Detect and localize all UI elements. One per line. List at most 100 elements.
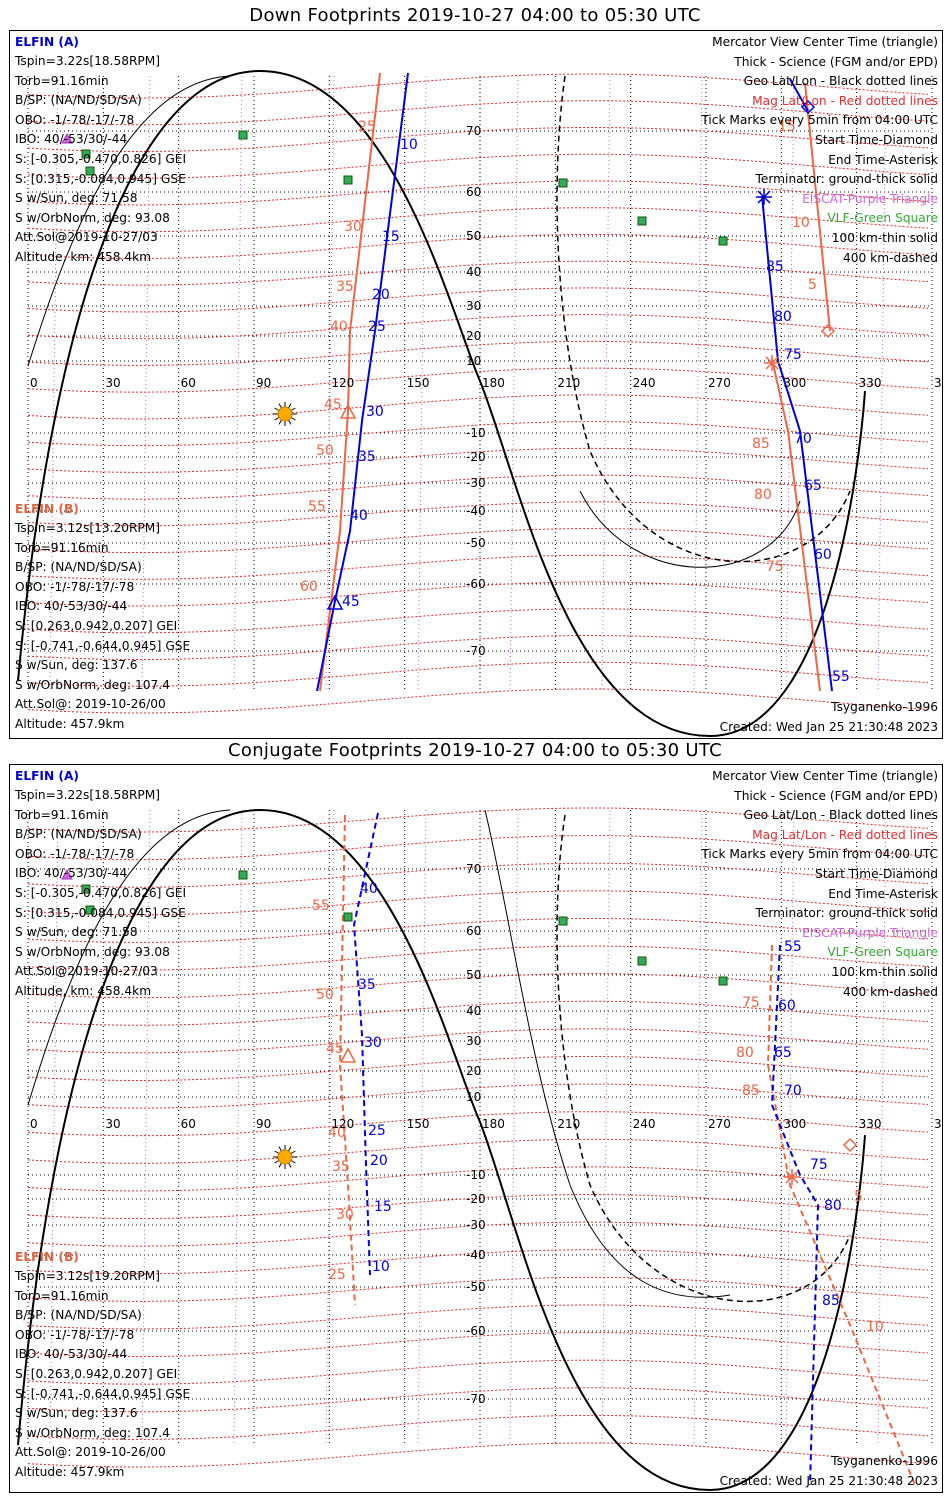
- track-time-label: 45: [342, 594, 360, 610]
- down-footprints-panel: 25 10 30 15 35 20 40 25 45 30 50 35 55 40 60 45 5 10 15 55 6…: [9, 30, 943, 739]
- info-line: S w/Sun, deg: 71.58: [15, 191, 138, 206]
- vlf-station-square: [558, 916, 568, 926]
- track-time-label: 20: [372, 287, 390, 303]
- track-time-label: 25: [358, 119, 376, 135]
- info-line: Altitude, km: 458.4km: [15, 984, 152, 998]
- center-time-triangle: [339, 1047, 357, 1063]
- track-time-label: 85: [822, 1293, 840, 1309]
- sun-ray: [278, 1162, 282, 1168]
- legend-item: Terminator: ground-thick solid: [755, 906, 938, 921]
- info-line: Att.Sol@: 2019-10-26/00: [15, 697, 166, 712]
- info-line: B/SP: (NA/ND/SD/SA): [15, 560, 142, 575]
- lat-tick-label: 70: [466, 124, 481, 138]
- lon-tick-label: 150: [407, 376, 430, 390]
- vlf-station-square: [238, 130, 248, 140]
- mag-meridian: [693, 809, 703, 1446]
- info-line: Altitude: 457.9km: [15, 717, 125, 731]
- lon-tick-label: 210: [557, 1117, 580, 1131]
- elfin-b-track: [338, 814, 356, 1306]
- conjugate-footprints-panel: 55 40 50 35 45 30 40 25 35 20 30 15 25 10 55 60 65 70 75 80…: [9, 764, 943, 1493]
- track-time-label: 55: [308, 499, 326, 515]
- created-label: Created: Wed Jan 25 21:30:48 2023: [719, 720, 938, 734]
- legend-item: VLF-Green Square: [827, 945, 938, 960]
- vlf-station-square: [343, 912, 353, 922]
- lat-tick-label: 20: [466, 329, 481, 343]
- info-line: Att.Sol@2019-10-27/03: [15, 964, 158, 979]
- model-label: Tsyganenko-1996: [831, 700, 938, 714]
- legend-item: Terminator: ground-thick solid: [755, 172, 938, 187]
- lat-tick-label: 10: [466, 354, 481, 368]
- legend-item: 400 km-dashed: [843, 984, 938, 999]
- info-line: IBO: 40/-53/30/-44: [15, 132, 128, 147]
- info-line: Torb=91.16min: [15, 1288, 109, 1303]
- track-time-label: 80: [754, 487, 772, 503]
- lon-tick-label: 330: [859, 376, 882, 390]
- lat-tick-label: 10: [466, 1090, 481, 1104]
- lon-tick-label: 180: [482, 376, 505, 390]
- legend-item: Mercator View Center Time (triangle): [712, 35, 938, 49]
- sun-ray: [274, 1150, 280, 1154]
- info-line: OBO: -1/-78/-17/-78: [15, 579, 135, 594]
- lat-tick-label: -10: [466, 1168, 486, 1182]
- lon-tick-label: 240: [633, 376, 656, 390]
- lat-tick-label: 60: [466, 924, 481, 938]
- info-line: Att.Sol@2019-10-27/03: [15, 230, 158, 245]
- mag-meridian: [325, 75, 335, 692]
- info-line: S: [0.263,0.942,0.207] GEI: [15, 1367, 178, 1381]
- legend-item: Thick - Science (FGM and/or EPD): [734, 54, 938, 69]
- legend-item: Mag Lat/Lon - Red dotted lines: [752, 827, 938, 842]
- mag-meridian: [693, 75, 703, 692]
- track-time-label: 55: [312, 898, 330, 914]
- track-time-label: 10: [792, 215, 810, 231]
- legend-item: Mercator View Center Time (triangle): [712, 769, 938, 783]
- info-line: IBO: 40/-53/30/-44: [15, 1347, 128, 1362]
- info-line: S: [-0.741,-0.644,0.945] GSE: [15, 1386, 191, 1401]
- lat-tick-label: -50: [466, 536, 486, 550]
- mag-meridian: [417, 75, 427, 692]
- mag-meridian: [141, 75, 151, 692]
- sun-ray: [288, 1146, 292, 1152]
- track-time-label: 10: [372, 1259, 390, 1275]
- elfin-b-track: [771, 358, 821, 692]
- track-time-label: 60: [300, 579, 318, 595]
- created-label: Created: Wed Jan 25 21:30:48 2023: [719, 1474, 938, 1488]
- info-line: S w/OrbNorm, deg: 107.4: [15, 1425, 170, 1440]
- track-time-label: 75: [766, 559, 784, 575]
- info-line: Tspin=3.22s[18.58RPM]: [15, 54, 161, 68]
- legend-item: Thick - Science (FGM and/or EPD): [734, 788, 938, 803]
- track-time-label: 55: [784, 939, 802, 955]
- lat-tick-label: -60: [466, 577, 486, 591]
- track-time-label: 80: [824, 1198, 842, 1214]
- lat-tick-label: 40: [466, 1004, 481, 1018]
- info-line: Torb=91.16min: [15, 807, 109, 822]
- lat-tick-label: 20: [466, 1064, 481, 1078]
- lon-tick-label: 60: [181, 1117, 196, 1131]
- info-line: IBO: 40/-53/30/-44: [15, 866, 128, 881]
- mag-meridian: [233, 809, 243, 1446]
- lon-tick-label: 120: [331, 376, 354, 390]
- track-time-label: 60: [814, 547, 832, 563]
- lat-tick-label: -70: [466, 644, 486, 658]
- lat-tick-label: -60: [466, 1324, 486, 1338]
- lon-tick-label: 30: [105, 1117, 120, 1131]
- markers: [61, 868, 858, 1185]
- info-line: Att.Sol@: 2019-10-26/00: [15, 1445, 166, 1460]
- track-time-label: 35: [358, 449, 376, 465]
- start-time-diamond: [842, 1137, 858, 1153]
- track-time-label: 10: [400, 137, 418, 153]
- end-time-asterisk: [757, 190, 771, 204]
- lon-tick-label: 360: [934, 1117, 942, 1131]
- terminator-curve: [27, 75, 231, 367]
- lat-tick-label: -30: [466, 1218, 486, 1232]
- sun-ray: [290, 407, 296, 411]
- lon-tick-label: 270: [708, 1117, 731, 1131]
- vlf-station-square: [718, 236, 728, 246]
- lat-tick-label: -20: [466, 450, 486, 464]
- info-line: S w/OrbNorm, deg: 93.08: [15, 210, 170, 225]
- info-line: Torb=91.16min: [15, 73, 109, 88]
- legend-item: Tick Marks every 5min from 04:00 UTC: [701, 847, 938, 862]
- sun-ray: [290, 1160, 296, 1164]
- track-time-label: 65: [804, 478, 822, 494]
- track-time-label: 40: [360, 881, 378, 897]
- geo-grid: [27, 810, 933, 1445]
